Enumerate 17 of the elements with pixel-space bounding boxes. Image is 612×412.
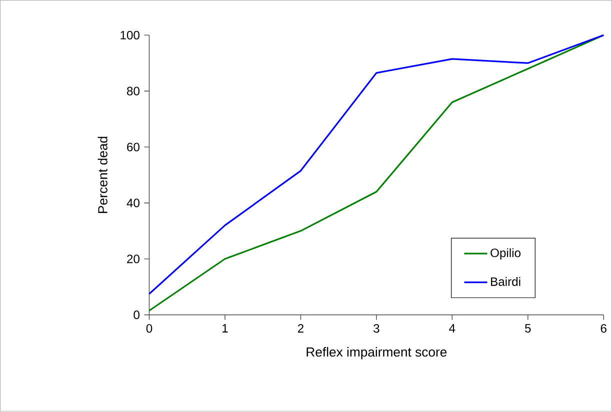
legend-label: Bairdi — [491, 277, 520, 286]
y-tick-label: 80 — [126, 87, 140, 96]
y-axis-title: Percent dead — [98, 137, 108, 214]
x-tick-label: 5 — [525, 324, 531, 333]
y-tick-label: 100 — [120, 31, 140, 40]
y-tick-label: 20 — [127, 254, 140, 264]
legend-label: Opilio — [490, 248, 521, 260]
x-tick-label: 0 — [146, 324, 152, 333]
y-tick-label: 60 — [127, 142, 140, 152]
x-tick-label: 2 — [298, 324, 304, 333]
x-tick-label: 1 — [222, 324, 228, 333]
x-axis-title: Reflex impairment score — [306, 347, 447, 360]
x-tick-label: 3 — [374, 324, 380, 333]
x-tick-label: 4 — [449, 324, 456, 333]
y-tick-label: 0 — [134, 310, 140, 320]
x-tick-label: 6 — [600, 324, 606, 333]
y-tick-label: 40 — [126, 198, 140, 208]
